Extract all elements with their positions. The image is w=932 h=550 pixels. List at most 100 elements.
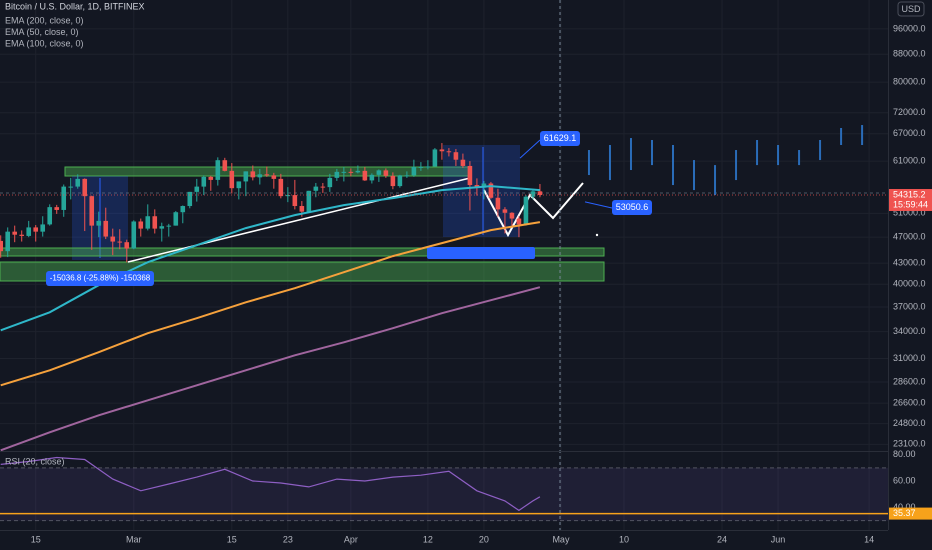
candle-body [131,221,137,249]
rsi-title: RSI (20, close) [5,456,65,466]
candle-body [390,175,396,187]
candle-body [488,183,494,198]
annotation-pointer [519,139,541,159]
candle-body [12,231,18,235]
candle-body [257,174,263,178]
candle-body [75,178,81,187]
y-tick-label: 61000.0 [893,156,926,166]
candle-body [425,166,431,168]
candle-body [229,170,235,189]
candle-body [313,186,319,191]
annotation-label: 61629.1 [544,133,577,143]
annotation-box [540,131,580,146]
rsi-tick-label: 60.00 [893,475,916,485]
y-tick-label: 51000.0 [893,208,926,218]
legend-entry: EMA (50, close, 0) [5,27,79,37]
rsi-tick-label: 40.00 [893,502,916,512]
candle-body [467,165,473,186]
annotation-pointer [584,201,613,209]
last-price-box [889,188,932,211]
candle-body [40,224,46,232]
x-tick-label: 10 [619,534,629,544]
measure-text: -15036.8 (-25.88%) -150368 [50,274,151,283]
candle-body [222,160,228,171]
measure-label [427,247,535,259]
candle-body [0,240,4,252]
x-tick-label: 20 [479,534,489,544]
y-tick-label: 43000.0 [893,257,926,267]
y-tick-label: 96000.0 [893,23,926,33]
x-tick-label: 24 [717,534,727,544]
candle-body [369,174,375,181]
candle-body [68,186,74,188]
candle-body [278,178,284,197]
legend-entry: EMA (100, close, 0) [5,38,84,48]
annotation-label: 53050.6 [616,202,649,212]
y-tick-label: 31000.0 [893,353,926,363]
y-tick-label: 37000.0 [893,301,926,311]
candle-body [516,218,522,225]
candle-body [383,170,389,176]
candle-body [145,216,151,229]
ema-line [0,221,541,387]
candle-body [173,212,179,226]
candle-body [5,231,11,252]
plot [0,125,888,515]
candle-body [152,216,158,229]
rsi-level-box [889,507,932,520]
candle-body [320,186,326,188]
candle-body [54,207,60,210]
candle-body [82,178,88,197]
rsi-line [0,456,541,512]
candle-body [446,151,452,153]
x-tick-label: 15 [227,534,237,544]
candle-body [432,149,438,167]
currency-badge[interactable] [897,1,925,17]
y-tick-label: 40000.0 [893,279,926,289]
candle-body [236,181,242,189]
zigzag [483,182,584,238]
candle-body [187,191,193,207]
y-tick-label: 67000.0 [893,128,926,138]
candle-body [89,196,95,226]
candle-body [271,175,277,179]
candle-body [194,186,200,192]
candle-body [124,242,130,249]
candle-body [509,212,515,219]
candle-body [348,171,354,173]
candle-body [180,206,186,213]
rsi-tick-label: 80.00 [893,449,916,459]
candle-body [243,171,249,182]
chart-title: Bitcoin / U.S. Dollar, 1D, BITFINEX [5,1,145,11]
candle-body [285,195,291,197]
currency[interactable]: USD [901,4,921,14]
candle-body [502,209,508,213]
x-tick-label: 14 [864,534,874,544]
candle-body [495,197,501,210]
candle-body [201,176,207,187]
candle-body [96,220,102,226]
candle-body [411,166,417,176]
candle-body [299,206,305,212]
rsi-band-fill [0,467,888,521]
ema-line [0,286,541,452]
candle-body [110,236,116,242]
candle-body [208,176,214,180]
candle-body [19,234,25,236]
cursor-dot [595,233,599,237]
candle-body [215,160,221,180]
candle-body [292,195,298,207]
annotation-box [612,200,652,215]
last-price-label: 54315.2 [893,189,926,199]
x-tick-label: 15 [31,534,41,544]
candle-body [404,175,410,177]
ema-line [0,185,540,332]
x-tick-label: Apr [344,534,358,544]
x-tick-label: 23 [283,534,293,544]
candle-body [26,227,32,236]
candle-body [537,191,543,195]
x-tick-label: 12 [423,534,433,544]
candle-body [47,207,53,225]
y-tick-label: 26600.0 [893,398,926,408]
